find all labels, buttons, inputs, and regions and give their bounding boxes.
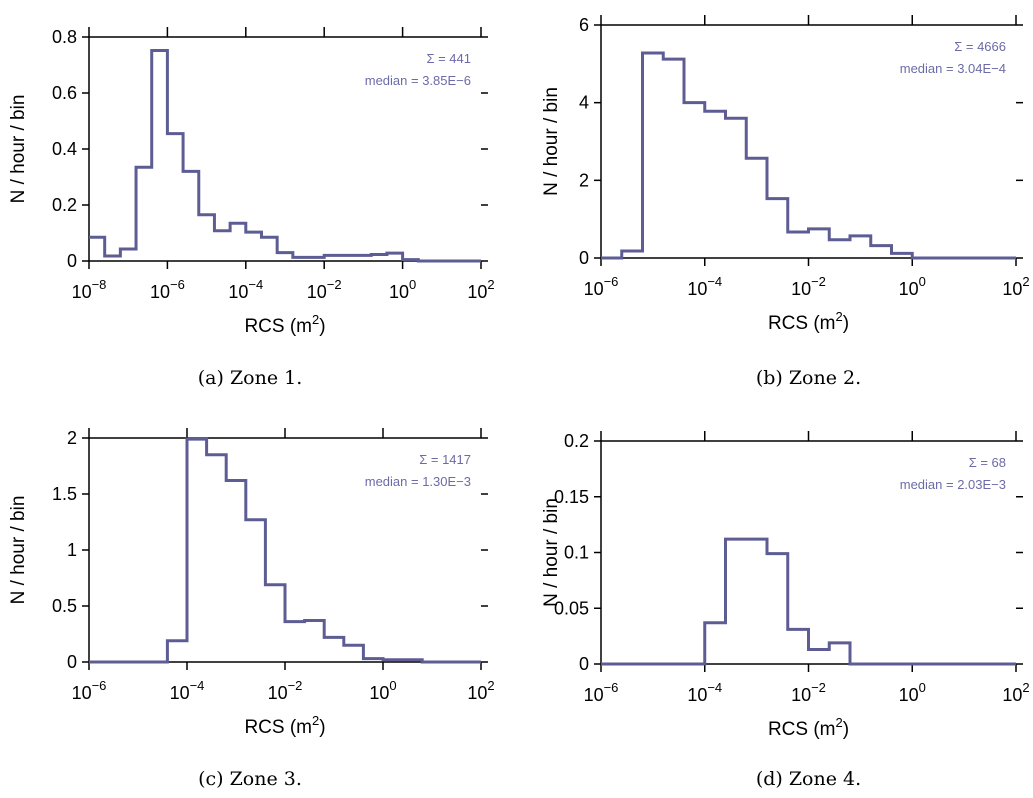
x-tick-label: 100 [369, 678, 396, 703]
median-annotation: median = 1.30E−3 [365, 474, 471, 489]
x-axis-label: RCS (m2) [768, 715, 849, 740]
chart-panel-2: 0 2 4 6 10−6 10−4 10−2 100 102 RCS (m2) N / hour /… [541, 15, 1030, 389]
y-tick-label: 1 [67, 540, 77, 560]
y-tick-label: 0.15 [554, 487, 589, 507]
y-tick-label: 0.6 [52, 83, 77, 103]
x-axis-label: RCS (m2) [244, 312, 325, 337]
y-tick-label: 2 [67, 428, 77, 448]
chart-panel-1: 0 0.2 0.4 0.6 0.8 10−8 10−6 10−4 10−2 100 102 RCS (… [8, 27, 495, 389]
panel-caption: (c) Zone 3. [198, 768, 302, 790]
x-tick-label: 102 [467, 277, 494, 302]
y-tick-label: 0.5 [52, 596, 77, 616]
x-tick-label: 10−8 [72, 277, 107, 302]
y-axis-label: N / hour / bin [8, 496, 29, 605]
y-tick-label: 0 [579, 654, 589, 674]
y-tick-label: 0.05 [554, 598, 589, 618]
x-tick-label: 10−4 [687, 680, 722, 705]
y-tick-label: 6 [579, 15, 589, 35]
y-tick-label: 0.4 [52, 139, 77, 159]
x-tick-label: 10−6 [72, 678, 107, 703]
x-tick-label: 100 [389, 277, 416, 302]
x-tick-label: 102 [1002, 680, 1029, 705]
x-tick-label: 10−2 [268, 678, 303, 703]
chart-panel-4: 0 0.05 0.1 0.15 0.2 10−6 10−4 10−2 100 102 RCS (m2… [541, 431, 1030, 790]
y-axis-label: N / hour / bin [541, 498, 562, 607]
x-tick-label: 10−6 [584, 680, 619, 705]
y-tick-label: 0.2 [564, 431, 589, 451]
x-tick-label: 10−4 [687, 274, 722, 299]
x-axis-label: RCS (m2) [244, 713, 325, 738]
y-tick-label: 1.5 [52, 484, 77, 504]
median-annotation: median = 2.03E−3 [900, 477, 1006, 492]
x-tick-label: 102 [467, 678, 494, 703]
y-tick-label: 0 [67, 251, 77, 271]
histogram-series [89, 437, 481, 664]
y-axis-label: N / hour / bin [541, 87, 562, 196]
x-axis-label: RCS (m2) [768, 309, 849, 334]
y-tick-label: 0.1 [564, 543, 589, 563]
y-axis-label: N / hour / bin [8, 95, 29, 204]
x-tick-label: 10−6 [584, 274, 619, 299]
y-tick-label: 0 [579, 248, 589, 268]
x-tick-label: 10−4 [170, 678, 205, 703]
panel-caption: (b) Zone 2. [756, 367, 861, 389]
x-tick-label: 100 [899, 274, 926, 299]
y-tick-label: 2 [579, 170, 589, 190]
histogram-series [601, 51, 1016, 260]
sum-annotation: Σ = 68 [969, 455, 1006, 470]
x-tick-label: 10−2 [791, 274, 826, 299]
sum-annotation: Σ = 1417 [419, 452, 471, 467]
x-tick-label: 100 [899, 680, 926, 705]
median-annotation: median = 3.04E−4 [900, 61, 1006, 76]
x-tick-label: 102 [1002, 274, 1029, 299]
chart-panel-3: 0 0.5 1 1.5 2 10−6 10−4 10−2 100 102 RCS (m2) N / h… [8, 428, 495, 790]
panel-caption: (a) Zone 1. [198, 367, 302, 389]
x-tick-label: 10−2 [307, 277, 342, 302]
x-tick-label: 10−6 [150, 277, 185, 302]
histogram-series [601, 537, 1016, 666]
x-tick-label: 10−2 [791, 680, 826, 705]
y-tick-label: 4 [579, 93, 589, 113]
panel-caption: (d) Zone 4. [756, 768, 861, 790]
sum-annotation: Σ = 441 [426, 51, 471, 66]
median-annotation: median = 3.85E−6 [365, 73, 471, 88]
x-tick-label: 10−4 [228, 277, 263, 302]
y-tick-label: 0 [67, 652, 77, 672]
sum-annotation: Σ = 4666 [954, 39, 1006, 54]
y-tick-label: 0.8 [52, 27, 77, 47]
histogram-series [89, 48, 481, 263]
y-tick-label: 0.2 [52, 195, 77, 215]
